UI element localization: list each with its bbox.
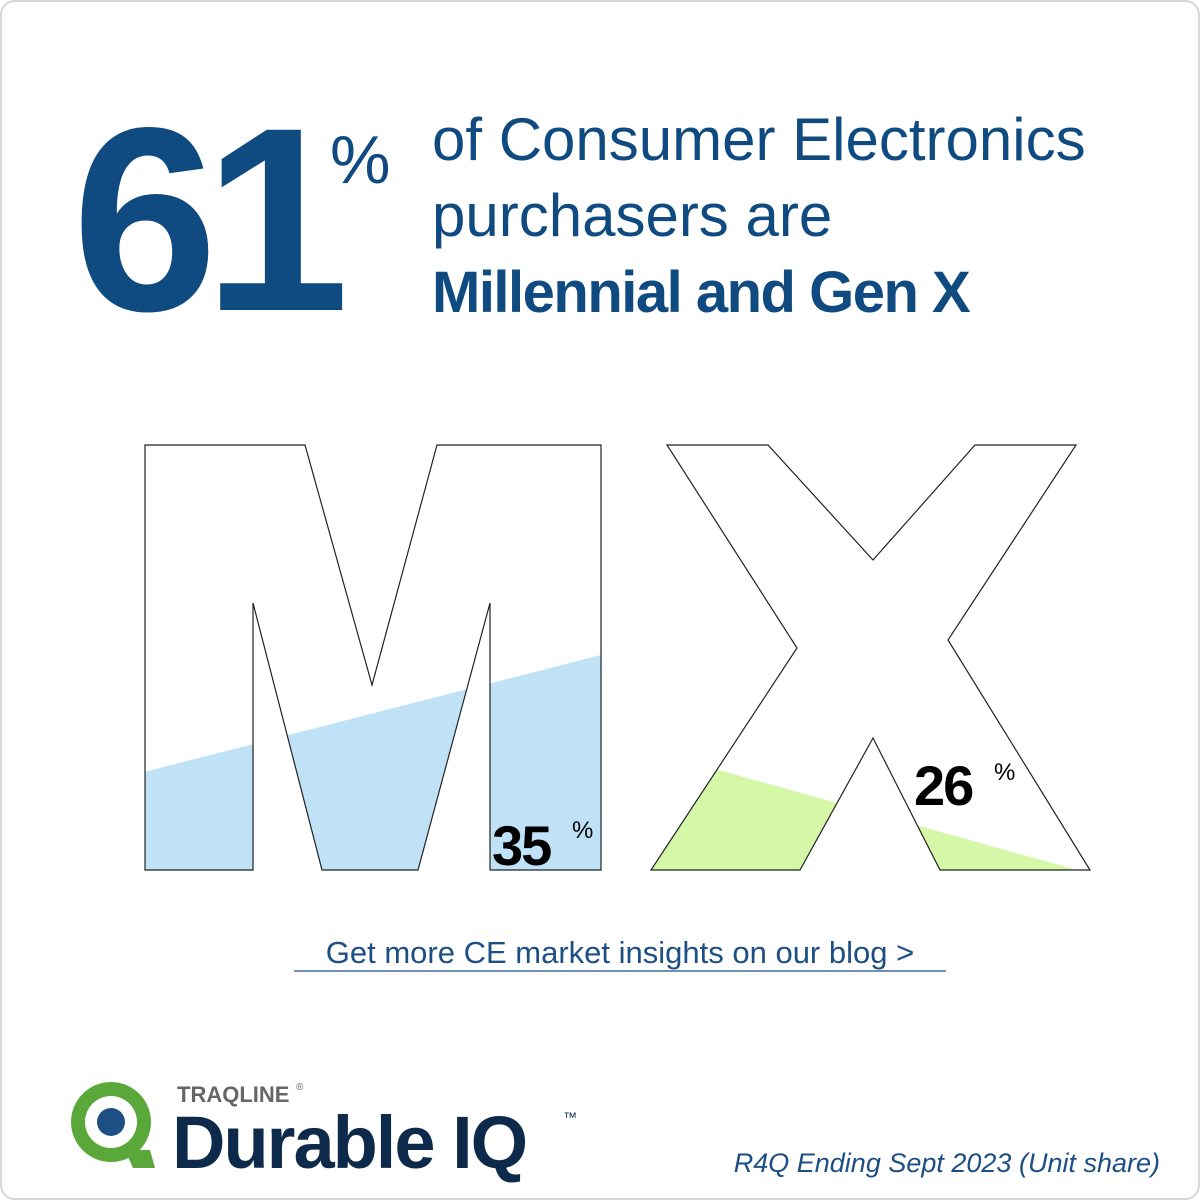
footnote: R4Q Ending Sept 2023 (Unit share)	[734, 1148, 1160, 1178]
headline-value: 61	[72, 73, 343, 366]
stat-value: 26	[914, 754, 973, 817]
logo-product: Durable IQ	[172, 1101, 526, 1184]
letter-m-outline	[144, 444, 602, 871]
headline-line: Millennial and Gen X	[432, 260, 971, 325]
headline-line: of Consumer Electronics	[432, 106, 1086, 173]
logo-trademark: ™	[563, 1109, 577, 1125]
blog-link[interactable]: Get more CE market insights on our blog …	[326, 935, 914, 970]
letter-x-outline	[649, 444, 1092, 871]
logo-brand: TRAQLINE	[177, 1082, 289, 1107]
stat-unit: %	[994, 759, 1015, 786]
logo-icon	[71, 1082, 155, 1168]
headline-line: purchasers are	[432, 182, 832, 249]
stat-unit: %	[572, 817, 593, 844]
stat-value: 35	[492, 814, 551, 877]
logo-registered: ®	[296, 1082, 304, 1093]
headline-unit: %	[330, 122, 390, 198]
